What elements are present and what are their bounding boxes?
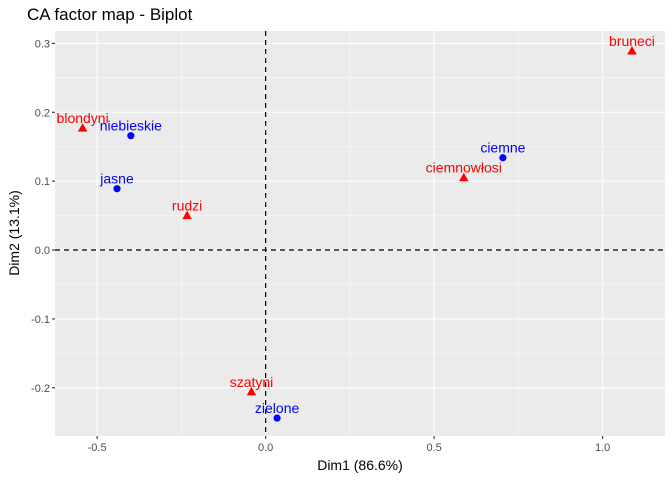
triangle-marker — [77, 123, 88, 132]
point-label: zielone — [255, 400, 300, 416]
y-tick-label: -0.1 — [31, 314, 50, 326]
point-label: ciemne — [480, 140, 525, 156]
y-tick-label: 0.2 — [35, 107, 50, 119]
circle-marker — [273, 414, 281, 422]
y-tick-label: -0.2 — [31, 383, 50, 395]
triangle-marker — [182, 210, 192, 220]
circle-marker — [113, 185, 121, 193]
x-tick-label: 0.0 — [258, 442, 273, 454]
point-labels: blondyni rudzi szatyni ciemnowłosi bruneci ni… — [57, 33, 655, 416]
circle-marker — [127, 132, 135, 140]
x-tick-label: -0.5 — [88, 442, 107, 454]
plot-panel — [55, 31, 665, 436]
x-tick-label: 0.5 — [426, 442, 441, 454]
triangle-marker — [246, 386, 257, 396]
y-tick-label: 0.1 — [35, 176, 50, 188]
y-tick-label: 0.0 — [35, 245, 50, 257]
major-gridlines — [55, 31, 665, 436]
point-label: ciemnowłosi — [426, 160, 502, 176]
point-label: jasne — [99, 171, 134, 187]
point-label: rudzi — [172, 198, 202, 214]
point-label: niebieskie — [100, 118, 162, 134]
x-axis-title: Dim1 (86.6%) — [317, 457, 403, 473]
x-axis-ticks: -0.5 0.0 0.5 1.0 — [88, 436, 610, 454]
point-label: blondyni — [57, 110, 109, 126]
circle-marker — [499, 154, 507, 162]
data-points — [77, 45, 637, 422]
reference-lines — [55, 31, 665, 436]
triangle-marker — [459, 172, 469, 182]
y-axis-ticks: -0.2 -0.1 0.0 0.1 0.2 0.3 — [31, 38, 55, 395]
point-label: bruneci — [609, 33, 655, 49]
chart-title: CA factor map - Biplot — [27, 5, 193, 24]
y-tick-label: 0.3 — [35, 38, 50, 50]
point-label: szatyni — [230, 374, 274, 390]
minor-gridlines — [55, 31, 665, 436]
y-axis-title: Dim2 (13.1%) — [6, 190, 22, 276]
triangle-marker — [627, 45, 637, 55]
x-tick-label: 1.0 — [595, 442, 610, 454]
